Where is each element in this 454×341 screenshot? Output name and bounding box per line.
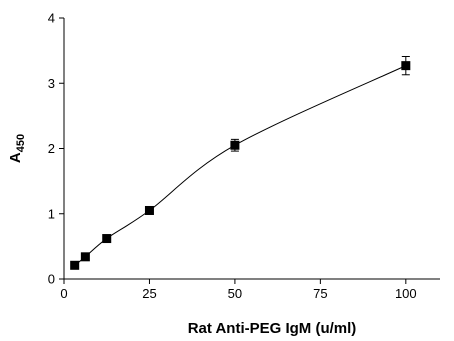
y-axis-title-main: A xyxy=(7,152,24,163)
data-point-marker xyxy=(401,61,411,71)
plot-area: 0 25 50 75 100 0 1 2 3 4 xyxy=(48,11,440,301)
data-point-marker xyxy=(144,205,154,215)
data-point xyxy=(144,205,154,215)
fit-curve xyxy=(74,65,407,266)
x-tick-label: 50 xyxy=(228,286,242,301)
y-tick-label: 0 xyxy=(48,272,55,287)
x-tick-label: 100 xyxy=(395,286,417,301)
data-point-marker xyxy=(102,234,112,244)
data-point xyxy=(80,252,90,262)
data-point xyxy=(70,260,80,270)
y-axis-ticks: 0 1 2 3 4 xyxy=(48,11,64,287)
x-axis-title: Rat Anti-PEG IgM (u/ml) xyxy=(188,320,357,337)
x-tick-label: 25 xyxy=(142,286,156,301)
data-point-marker xyxy=(80,252,90,262)
y-tick-label: 3 xyxy=(48,76,55,91)
data-point xyxy=(102,234,112,244)
x-axis-ticks: 0 25 50 75 100 xyxy=(60,279,417,301)
y-tick-label: 1 xyxy=(48,206,55,221)
y-tick-label: 2 xyxy=(48,141,55,156)
data-points xyxy=(70,55,411,270)
y-axis-title-subscript: 450 xyxy=(15,134,27,152)
data-point xyxy=(230,138,240,152)
y-tick-label: 4 xyxy=(48,11,55,26)
x-tick-label: 0 xyxy=(60,286,67,301)
data-point-marker xyxy=(230,140,240,150)
y-axis-title: A450 xyxy=(7,134,27,163)
x-tick-label: 75 xyxy=(313,286,327,301)
data-point xyxy=(401,55,411,76)
data-point-marker xyxy=(70,260,80,270)
